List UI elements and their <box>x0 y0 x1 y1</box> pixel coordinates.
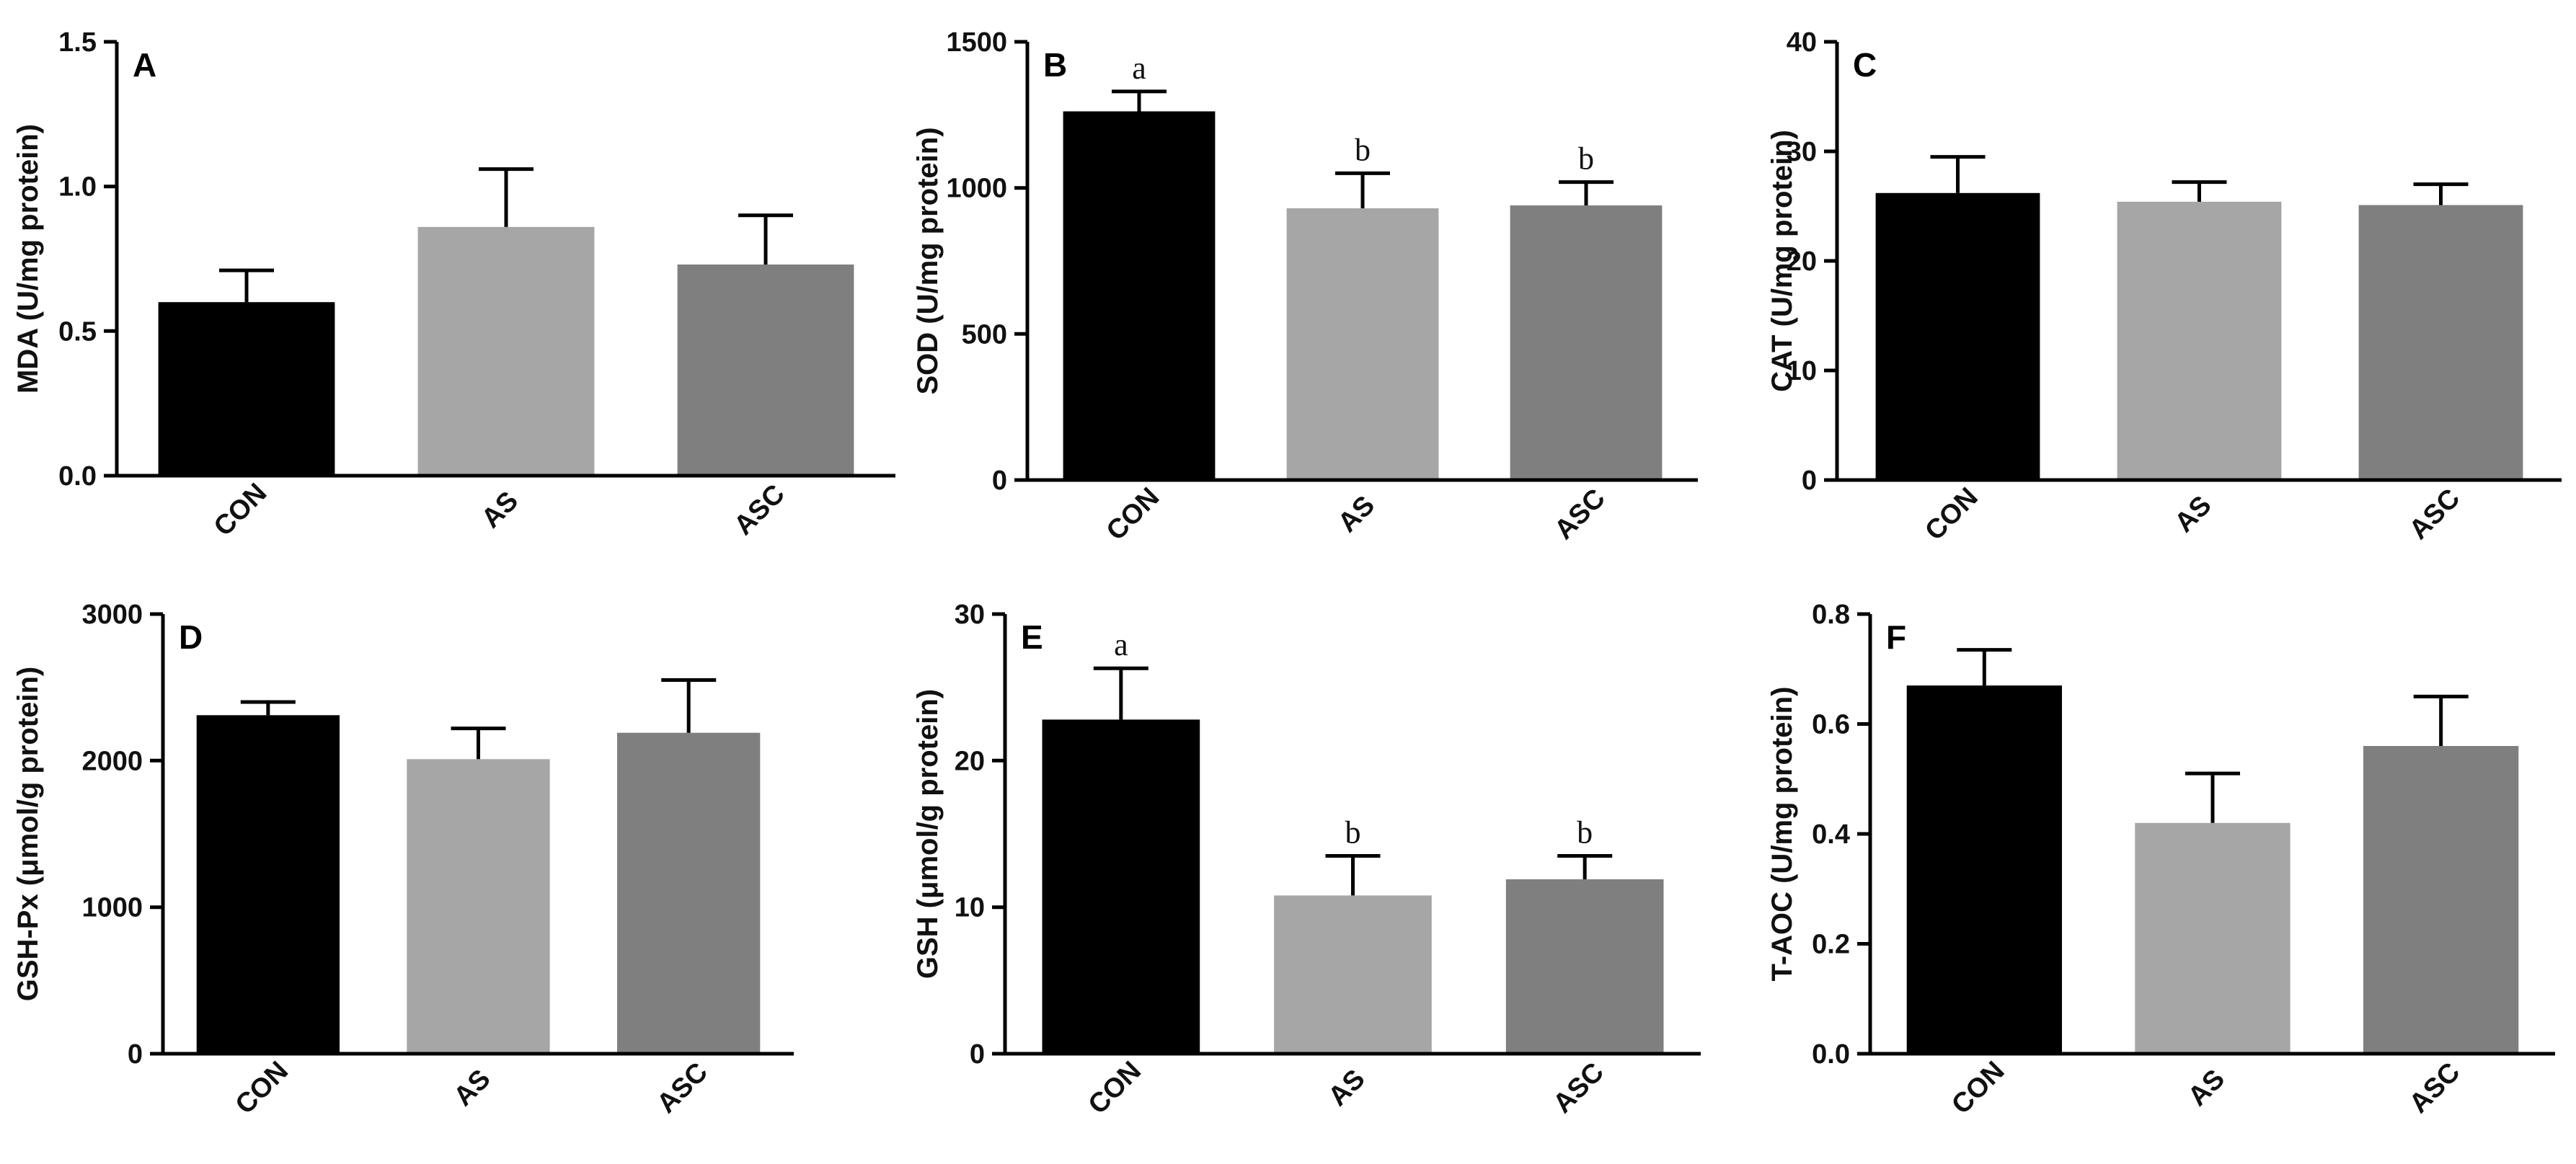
bar-asc <box>2363 746 2519 1054</box>
panel-b: a CON b AS b ASC 0 500 1000 1500 SOD (U/mg protein… <box>912 27 1698 546</box>
x-tick-label: CON <box>1946 1056 2010 1120</box>
panel-letter: D <box>179 618 203 656</box>
y-tick-label: 0.4 <box>1812 819 1850 850</box>
y-tick-label: 1500 <box>946 27 1007 58</box>
y-tick-label: 0 <box>992 466 1007 496</box>
bar-con <box>1042 719 1200 1054</box>
x-tick-label: ASC <box>1547 1057 1609 1119</box>
panel-letter: F <box>1886 618 1906 656</box>
y-tick-label: 0.6 <box>1812 710 1850 740</box>
x-tick-label: AS <box>476 486 524 534</box>
y-tick-label: 3000 <box>81 600 143 630</box>
y-tick-label: 30 <box>955 600 985 630</box>
x-tick-label: CON <box>208 478 273 542</box>
bar-con <box>1063 111 1216 480</box>
bar-con <box>1906 685 2062 1054</box>
y-tick-label: 0.5 <box>58 316 97 347</box>
y-tick-label: 0.2 <box>1812 930 1850 960</box>
bar-as <box>1286 208 1439 480</box>
panel-letter: C <box>1853 46 1877 84</box>
bar-as <box>2135 822 2290 1054</box>
bar-con <box>196 715 340 1054</box>
significance-label: a <box>1114 627 1128 662</box>
panel-letter: B <box>1043 46 1067 84</box>
panel-d: CON AS ASC 0 1000 2000 3000 GSH-Px (μmol/g prot… <box>12 600 794 1120</box>
bar-asc <box>1510 205 1663 480</box>
x-tick-label: AS <box>1332 490 1381 538</box>
x-tick-label: AS <box>2169 490 2217 538</box>
y-tick-label: 0.0 <box>58 461 97 492</box>
y-tick-label: 2000 <box>81 746 143 776</box>
y-tick-label: 500 <box>962 319 1007 350</box>
x-tick-label: AS <box>2182 1064 2231 1112</box>
x-tick-label: CON <box>1083 1056 1147 1120</box>
x-tick-label: ASC <box>2404 483 2466 545</box>
bar-as <box>1274 895 1432 1054</box>
significance-label: b <box>1345 815 1361 850</box>
y-tick-label: 1000 <box>81 893 143 923</box>
y-tick-label: 0 <box>1802 466 1817 496</box>
y-tick-label: 30 <box>1787 137 1817 167</box>
significance-label: b <box>1577 815 1593 850</box>
y-tick-label: 0.8 <box>1812 600 1850 630</box>
panel-f: CON AS ASC 0.0 0.2 0.4 0.6 0.8 T-AOC (U/mg prote… <box>1766 600 2555 1120</box>
bar-con <box>1875 192 2040 480</box>
bar-as <box>2117 201 2282 480</box>
x-tick-label: CON <box>230 1056 294 1120</box>
panel-e: a CON b AS b ASC 0 10 20 30 GSH (μmol/g protein) E <box>912 600 1701 1120</box>
panel-a: CON AS ASC 0.0 0.5 1.0 1.5 MDA (U/mg protein) A <box>12 27 895 542</box>
significance-label: a <box>1132 50 1146 86</box>
y-tick-label: 1.0 <box>58 172 97 203</box>
y-axis-label: CAT (U/mg protein) <box>1766 130 1798 392</box>
y-axis-label: GSH-Px (μmol/g protein) <box>12 667 44 1001</box>
y-tick-label: 20 <box>955 746 985 776</box>
y-tick-label: 40 <box>1787 27 1817 58</box>
x-tick-label: ASC <box>728 479 790 541</box>
panel-letter: E <box>1021 618 1043 656</box>
y-tick-label: 1000 <box>946 174 1007 204</box>
panel-c: CON AS ASC 0 10 20 30 40 CAT (U/mg protein) C <box>1766 27 2562 546</box>
bar-as <box>407 759 550 1054</box>
x-tick-label: CON <box>1919 482 1983 546</box>
significance-label: b <box>1578 141 1594 177</box>
bar-asc <box>1505 879 1664 1054</box>
y-axis-label: SOD (U/mg protein) <box>912 127 944 394</box>
bar-con <box>158 302 335 476</box>
x-tick-label: AS <box>1322 1064 1371 1112</box>
y-axis-label: GSH (μmol/g protein) <box>912 689 944 979</box>
x-tick-label: ASC <box>1549 483 1611 545</box>
x-tick-label: ASC <box>651 1057 713 1119</box>
bar-asc <box>2358 205 2523 480</box>
y-tick-label: 0 <box>970 1039 985 1070</box>
y-tick-label: 0 <box>128 1039 143 1070</box>
y-tick-label: 1.5 <box>58 27 97 58</box>
y-tick-label: 10 <box>955 893 985 923</box>
bar-asc <box>677 265 854 476</box>
significance-label: b <box>1355 132 1371 167</box>
bar-as <box>417 226 595 476</box>
y-tick-label: 10 <box>1787 356 1817 386</box>
bar-asc <box>617 732 761 1054</box>
y-tick-label: 20 <box>1787 246 1817 277</box>
x-tick-label: ASC <box>2404 1057 2466 1119</box>
x-tick-label: CON <box>1101 482 1165 546</box>
y-axis-label: MDA (U/mg protein) <box>12 124 44 394</box>
y-tick-label: 0.0 <box>1812 1039 1850 1070</box>
panel-letter: A <box>133 46 156 84</box>
y-axis-label: T-AOC (U/mg protein) <box>1766 687 1798 982</box>
x-tick-label: AS <box>448 1064 496 1112</box>
